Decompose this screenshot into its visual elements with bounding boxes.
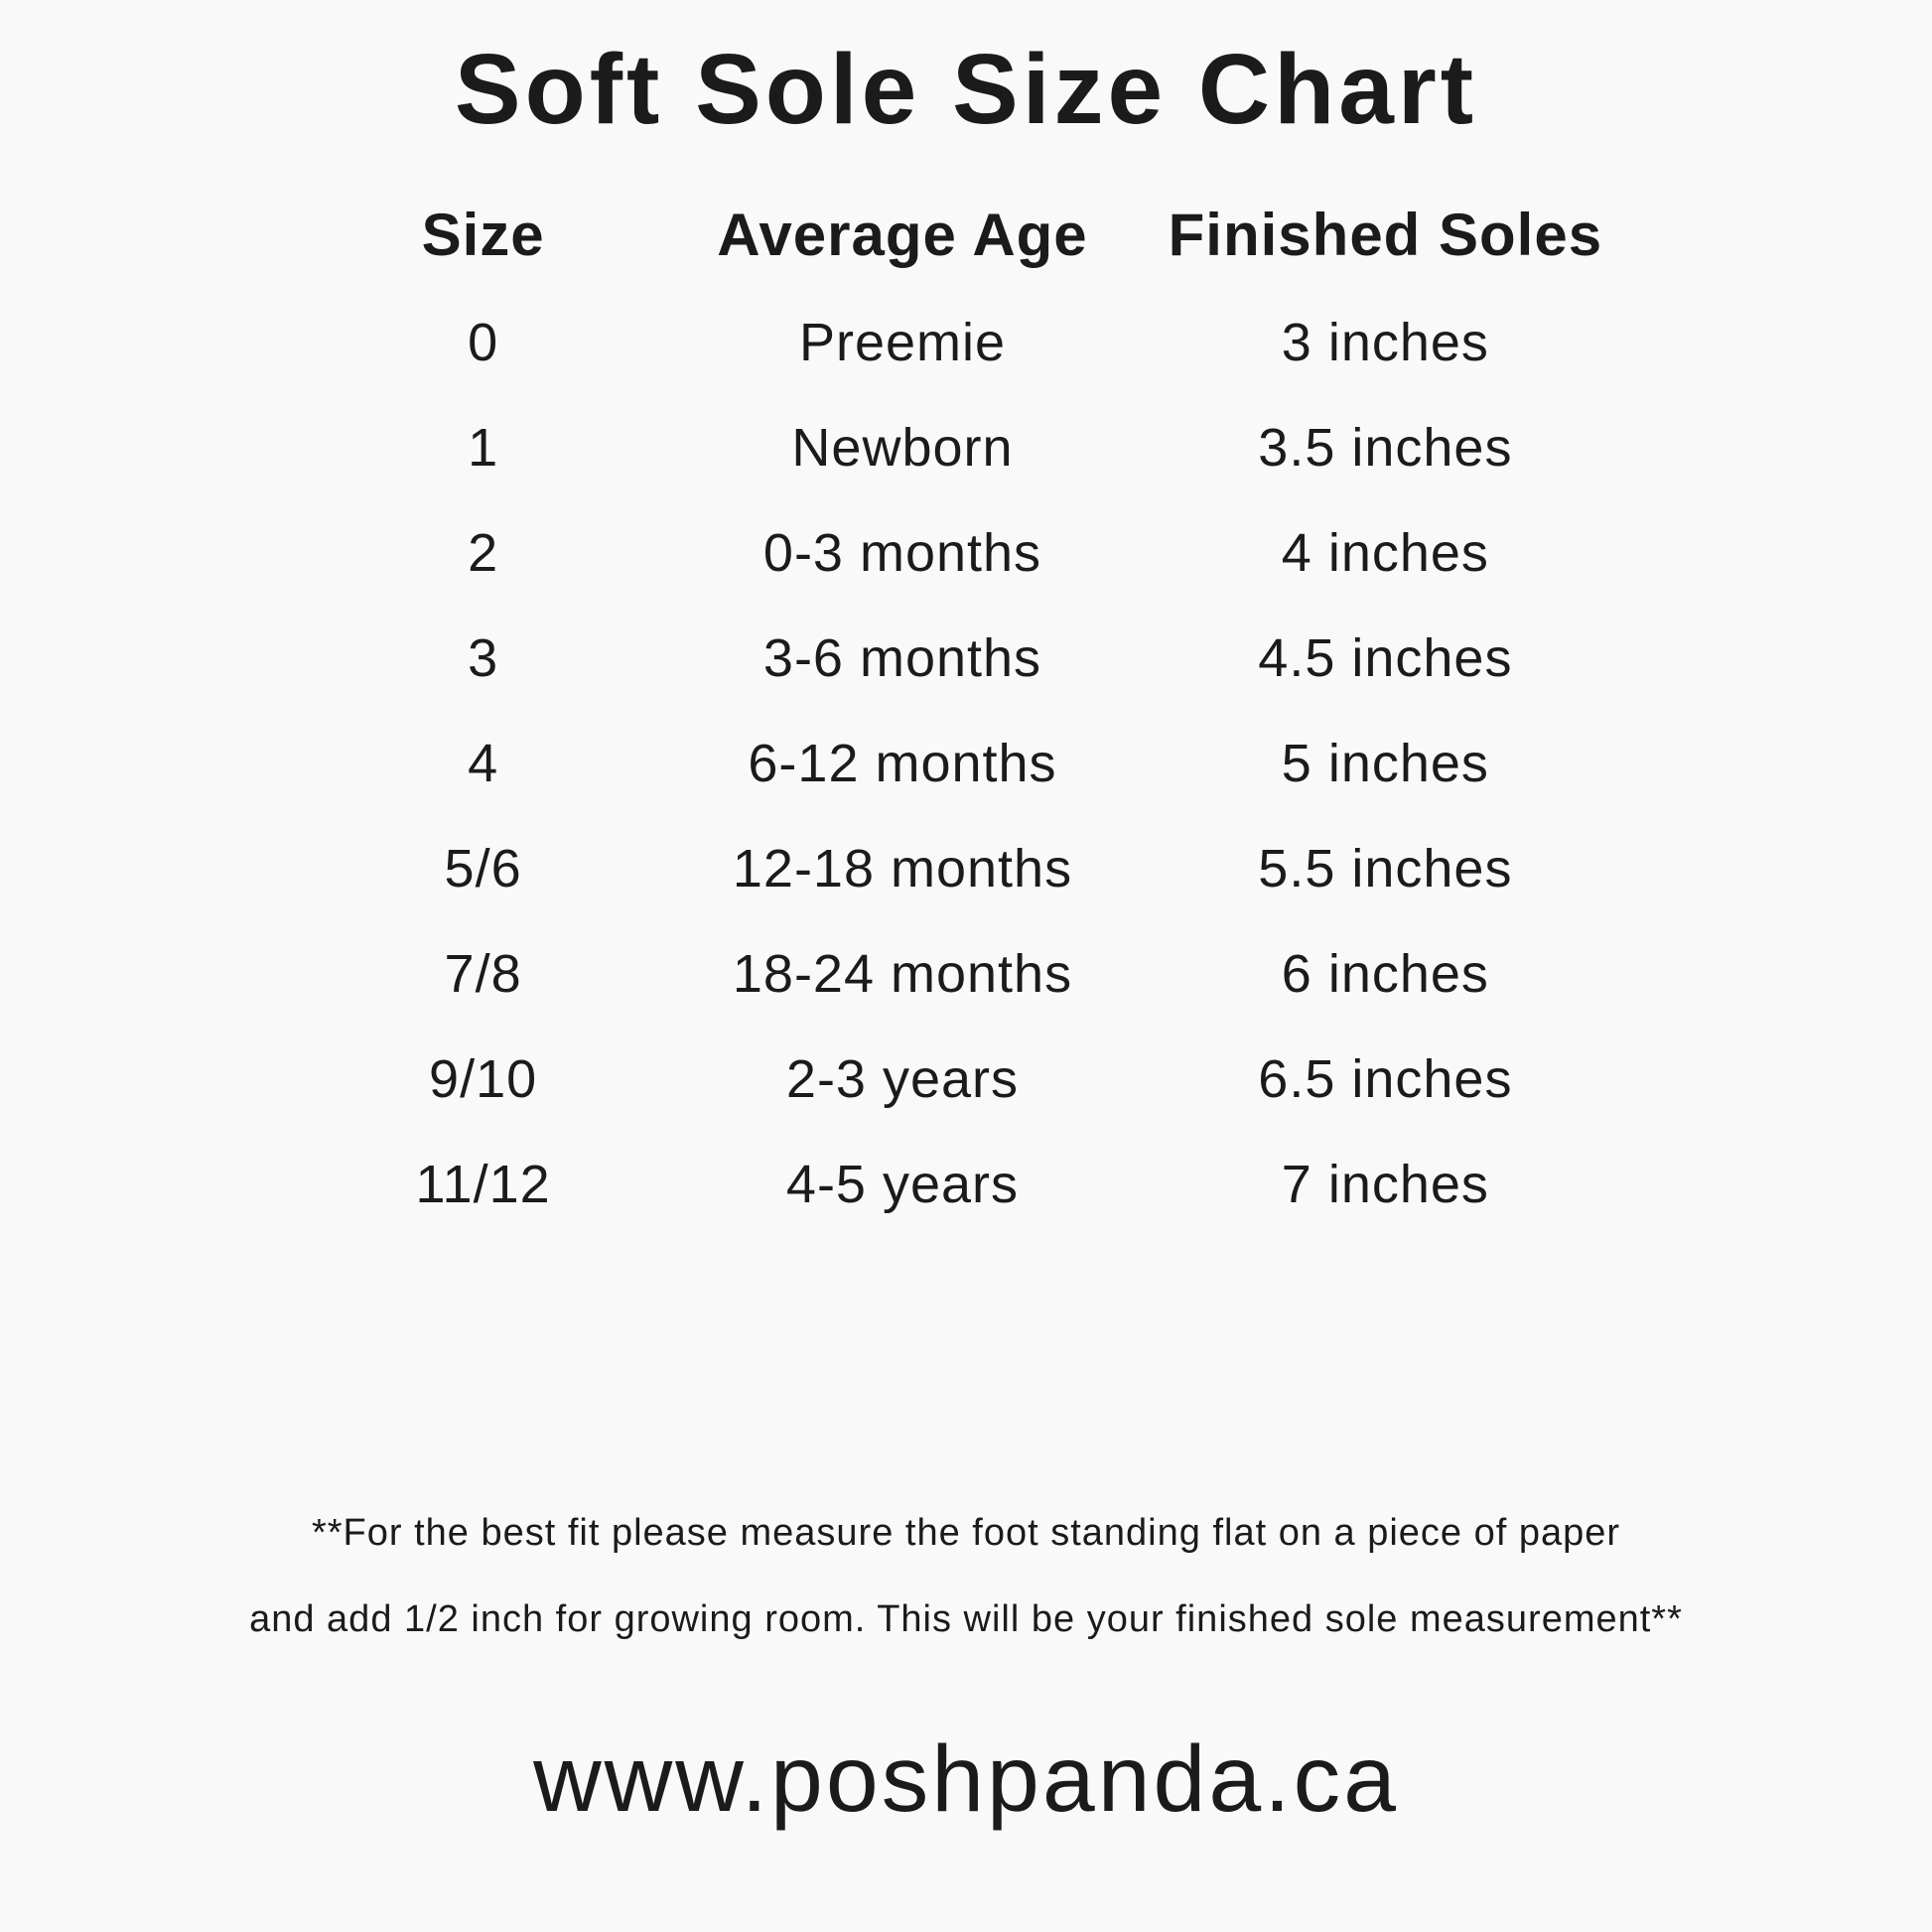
website-url: www.poshpanda.ca — [533, 1725, 1399, 1832]
size-cell: 1 — [468, 418, 499, 478]
column-header-size: Size — [421, 201, 545, 268]
size-cell: 9/10 — [429, 1049, 538, 1109]
age-cell: Preemie — [798, 313, 1007, 372]
age-cell: 4-5 years — [785, 1155, 1020, 1214]
sole-cell: 6.5 inches — [1258, 1049, 1513, 1109]
size-cell: 11/12 — [415, 1155, 551, 1214]
size-table: Size Average Age Finished Soles 0 Preemi… — [331, 179, 1603, 1237]
measurement-note: **For the best fit please measure the fo… — [0, 1490, 1932, 1664]
age-cell: 12-18 months — [732, 839, 1073, 898]
page-title: Soft Sole Size Chart — [454, 34, 1478, 145]
measurement-note-line2: and add 1/2 inch for growing room. This … — [249, 1598, 1683, 1641]
age-cell: 0-3 months — [762, 523, 1042, 583]
sole-cell: 4 inches — [1281, 523, 1489, 583]
age-cell: 6-12 months — [748, 734, 1057, 793]
size-cell: 2 — [468, 523, 499, 583]
age-cell: 18-24 months — [732, 944, 1073, 1004]
size-cell: 3 — [468, 628, 499, 688]
sole-cell: 5 inches — [1281, 734, 1489, 793]
size-cell: 5/6 — [444, 839, 522, 898]
age-cell: Newborn — [791, 418, 1014, 478]
age-cell: 2-3 years — [785, 1049, 1020, 1109]
sole-cell: 3.5 inches — [1258, 418, 1513, 478]
sole-cell: 6 inches — [1281, 944, 1489, 1004]
sole-cell: 5.5 inches — [1258, 839, 1513, 898]
sole-cell: 7 inches — [1281, 1155, 1489, 1214]
sole-cell: 3 inches — [1281, 313, 1489, 372]
size-cell: 7/8 — [444, 944, 522, 1004]
age-cell: 3-6 months — [762, 628, 1042, 688]
column-header-finished-soles: Finished Soles — [1168, 201, 1603, 268]
size-cell: 0 — [468, 313, 499, 372]
measurement-note-line1: **For the best fit please measure the fo… — [311, 1512, 1621, 1554]
column-header-average-age: Average Age — [717, 201, 1088, 268]
sole-cell: 4.5 inches — [1258, 628, 1513, 688]
size-cell: 4 — [468, 734, 499, 793]
